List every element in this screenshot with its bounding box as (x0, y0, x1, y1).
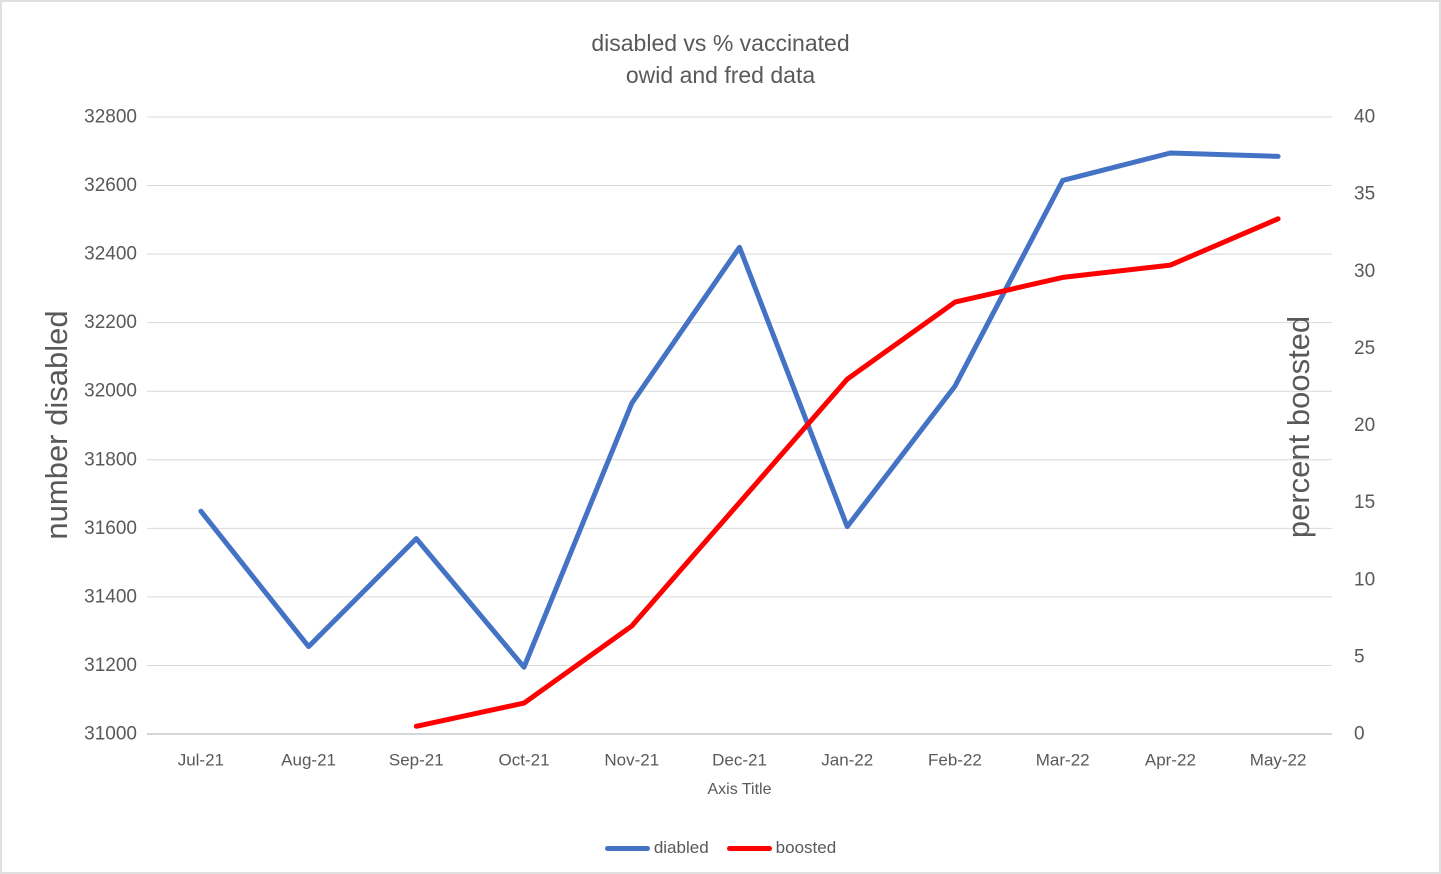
y-left-tick-label: 32800 (84, 107, 137, 128)
chart-title-line2: owid and fred data (625, 62, 816, 88)
x-tick-label: Dec-21 (712, 751, 767, 770)
y-left-tick-label: 32200 (84, 312, 137, 333)
y-right-tick-label: 35 (1354, 184, 1375, 205)
legend: diabled boosted (2, 838, 1439, 858)
y-right-tick-label: 40 (1354, 107, 1375, 128)
x-axis-title: Axis Title (707, 781, 772, 798)
x-tick-label: Oct-21 (499, 751, 550, 770)
legend-label-diabled: diabled (653, 838, 709, 857)
y-right-tick-label: 5 (1354, 646, 1365, 667)
legend-label-boosted: boosted (775, 838, 837, 857)
y-right-axis-title: percent boosted (1281, 315, 1316, 539)
legend-swatch-diabled (604, 845, 650, 851)
y-left-axis-title: number disabled (39, 310, 74, 540)
x-tick-label: Jul-21 (178, 751, 224, 770)
y-left-tick-label: 32000 (84, 381, 137, 402)
series-line-diabled (198, 150, 1281, 670)
y-right-tick-label: 30 (1354, 261, 1375, 282)
y-left-tick-label: 31400 (84, 586, 137, 607)
y-left-tick-label: 32600 (84, 175, 137, 196)
y-right-tick-label: 0 (1354, 724, 1365, 745)
y-left-tick-label: 31600 (84, 518, 137, 539)
x-tick-label: Feb-22 (928, 751, 982, 770)
legend-swatch-boosted (726, 845, 772, 851)
series-line-boosted (413, 216, 1281, 729)
x-tick-label: Apr-22 (1145, 751, 1196, 770)
legend-item-boosted: boosted (726, 838, 837, 858)
chart-title: disabled vs % vaccinated owid and fred d… (2, 27, 1439, 91)
y-left-tick-label: 31800 (84, 449, 137, 470)
x-tick-label: Aug-21 (281, 751, 336, 770)
y-right-tick-label: 25 (1354, 338, 1375, 359)
legend-item-diabled: diabled (604, 838, 709, 858)
y-left-tick-label: 31200 (84, 655, 137, 676)
y-left-tick-label: 31000 (84, 724, 137, 745)
chart-title-line1: disabled vs % vaccinated (591, 30, 850, 56)
x-tick-label: Nov-21 (604, 751, 659, 770)
y-left-tick-label: 32400 (84, 244, 137, 265)
x-tick-label: May-22 (1250, 751, 1307, 770)
y-right-tick-label: 15 (1354, 492, 1375, 513)
y-right-tick-label: 10 (1354, 569, 1375, 590)
x-tick-label: Sep-21 (389, 751, 444, 770)
x-tick-label: Jan-22 (821, 751, 873, 770)
y-right-tick-label: 20 (1354, 415, 1375, 436)
x-tick-label: Mar-22 (1036, 751, 1090, 770)
